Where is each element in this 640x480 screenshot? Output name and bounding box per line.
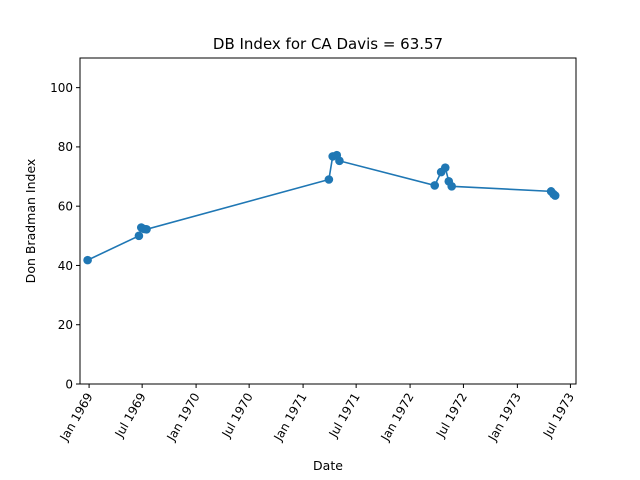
data-point: [83, 255, 92, 265]
data-point: [440, 163, 450, 172]
plot-area: [83, 150, 560, 265]
y-tick-label: 40: [58, 259, 73, 273]
y-tick-label: 20: [58, 318, 73, 332]
y-axis: 0 20 40 60 80 100: [50, 81, 80, 391]
x-axis-label: Date: [313, 458, 343, 473]
data-point: [430, 181, 440, 190]
y-tick-label: 60: [58, 199, 73, 213]
y-tick-label: 80: [58, 140, 73, 154]
y-axis-label: Don Bradman Index: [23, 159, 38, 284]
y-tick-label: 100: [50, 81, 73, 95]
data-point: [335, 156, 344, 166]
chart-title: DB Index for CA Davis = 63.57: [213, 35, 443, 53]
data-point: [447, 182, 457, 191]
plot-frame: [79, 57, 577, 385]
y-tick-label: 0: [65, 377, 73, 391]
data-point: [134, 231, 144, 241]
data-point: [324, 175, 334, 184]
data-point: [550, 191, 560, 200]
data-point: [142, 225, 151, 234]
